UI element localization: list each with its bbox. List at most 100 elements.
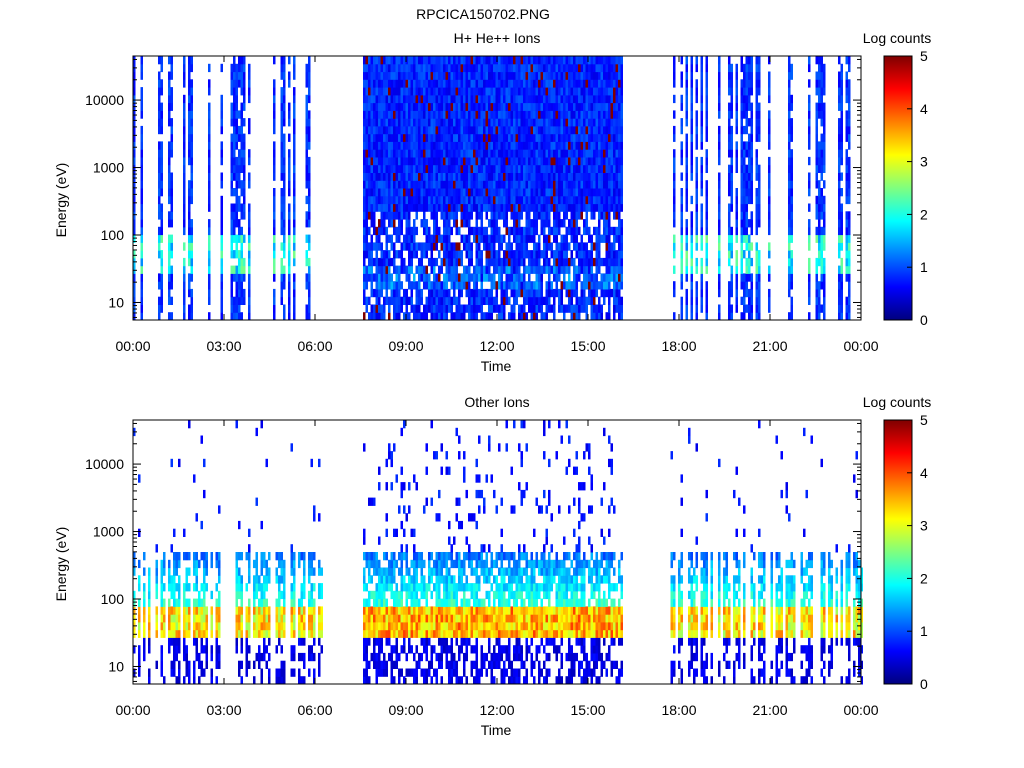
heatmap-cell bbox=[563, 281, 566, 290]
heatmap-cell bbox=[700, 288, 703, 298]
heatmap-cell bbox=[755, 296, 758, 305]
heatmap-cell bbox=[478, 102, 481, 111]
heatmap-cell bbox=[450, 71, 453, 80]
heatmap-cell bbox=[768, 156, 771, 166]
heatmap-cell bbox=[538, 195, 541, 205]
heatmap-cell bbox=[460, 219, 463, 228]
heatmap-cell bbox=[433, 226, 436, 236]
heatmap-cell bbox=[543, 102, 546, 111]
heatmap-cell bbox=[168, 188, 171, 197]
heatmap-cell bbox=[570, 56, 573, 65]
heatmap-cell bbox=[170, 63, 173, 73]
heatmap-cell bbox=[240, 281, 243, 290]
heatmap-cell bbox=[620, 156, 623, 166]
heatmap-cell bbox=[190, 288, 193, 298]
heatmap-cell bbox=[560, 296, 563, 305]
heatmap-cell bbox=[133, 226, 136, 236]
heatmap-cell bbox=[605, 118, 608, 127]
heatmap-cell bbox=[560, 133, 563, 142]
heatmap-cell bbox=[463, 265, 466, 274]
heatmap-cell bbox=[283, 242, 286, 251]
heatmap-cell bbox=[380, 250, 383, 259]
heatmap-cell bbox=[183, 125, 186, 135]
heatmap-cell bbox=[380, 102, 383, 111]
heatmap-cell bbox=[420, 288, 423, 298]
heatmap-cell bbox=[608, 63, 611, 73]
heatmap-cell bbox=[410, 63, 413, 73]
x-axis-label: Time bbox=[481, 358, 512, 374]
heatmap-cell bbox=[533, 219, 536, 228]
heatmap-cell bbox=[283, 149, 286, 158]
heatmap-cell bbox=[603, 156, 606, 166]
heatmap-cell bbox=[838, 71, 841, 80]
heatmap-cell bbox=[448, 56, 451, 65]
heatmap-cell bbox=[293, 296, 296, 305]
heatmap-cell bbox=[550, 156, 553, 166]
heatmap-cell bbox=[188, 226, 191, 236]
heatmap-cell bbox=[395, 87, 398, 96]
heatmap-cell bbox=[448, 257, 451, 267]
heatmap-cell bbox=[453, 265, 456, 274]
heatmap-cell bbox=[475, 56, 478, 65]
heatmap-cell bbox=[530, 79, 533, 88]
heatmap-cell bbox=[435, 180, 438, 189]
heatmap-cell bbox=[403, 141, 406, 150]
heatmap-cell bbox=[595, 273, 598, 282]
heatmap-cell bbox=[488, 141, 491, 150]
heatmap-cell bbox=[808, 133, 811, 142]
heatmap-cell bbox=[373, 110, 376, 119]
heatmap-cell bbox=[545, 180, 548, 189]
heatmap-cell bbox=[428, 56, 431, 65]
heatmap-cell bbox=[243, 195, 246, 205]
heatmap-cell bbox=[440, 71, 443, 80]
heatmap-cell bbox=[133, 288, 136, 298]
heatmap-cell bbox=[508, 110, 511, 119]
heatmap-cell bbox=[498, 203, 501, 212]
heatmap-cell bbox=[525, 87, 528, 96]
heatmap-cell bbox=[235, 133, 238, 142]
heatmap-cell bbox=[450, 265, 453, 274]
heatmap-cell bbox=[430, 164, 433, 173]
heatmap-cell bbox=[820, 172, 823, 181]
y-tick-label: 100 bbox=[101, 227, 125, 243]
heatmap-cell bbox=[558, 156, 561, 166]
heatmap-cell bbox=[390, 234, 393, 243]
heatmap-cell bbox=[428, 296, 431, 305]
heatmap-cell bbox=[430, 110, 433, 119]
heatmap-cell bbox=[500, 56, 503, 65]
heatmap-cell bbox=[578, 242, 581, 251]
heatmap-cell bbox=[308, 56, 311, 65]
heatmap-cell bbox=[690, 219, 693, 228]
heatmap-cell bbox=[398, 211, 401, 220]
heatmap-cell bbox=[460, 149, 463, 158]
heatmap-cell bbox=[568, 94, 571, 104]
heatmap-cell bbox=[385, 296, 388, 305]
heatmap-cell bbox=[535, 265, 538, 274]
heatmap-cell bbox=[520, 56, 523, 65]
heatmap-cell bbox=[233, 304, 236, 313]
heatmap-cell bbox=[370, 257, 373, 267]
heatmap-cell bbox=[248, 219, 251, 228]
heatmap-cell bbox=[168, 118, 171, 127]
heatmap-cell bbox=[818, 203, 821, 212]
heatmap-cell bbox=[480, 102, 483, 111]
heatmap-cell bbox=[133, 188, 136, 197]
heatmap-cell bbox=[503, 304, 506, 313]
heatmap-cell bbox=[283, 180, 286, 189]
heatmap-cell bbox=[465, 265, 468, 274]
heatmap-cell bbox=[483, 188, 486, 197]
heatmap-cell bbox=[408, 79, 411, 88]
heatmap-cell bbox=[365, 250, 368, 259]
heatmap-cell bbox=[685, 102, 688, 111]
heatmap-cell bbox=[488, 172, 491, 181]
heatmap-cell bbox=[498, 56, 501, 65]
heatmap-cell bbox=[560, 110, 563, 119]
heatmap-cell bbox=[610, 118, 613, 127]
heatmap-cell bbox=[243, 211, 246, 220]
heatmap-cell bbox=[155, 621, 158, 631]
heatmap-cell bbox=[488, 79, 491, 88]
heatmap-cell bbox=[823, 281, 826, 290]
heatmap-cell bbox=[755, 273, 758, 282]
heatmap-cell bbox=[425, 195, 428, 205]
heatmap-cell bbox=[523, 56, 526, 65]
